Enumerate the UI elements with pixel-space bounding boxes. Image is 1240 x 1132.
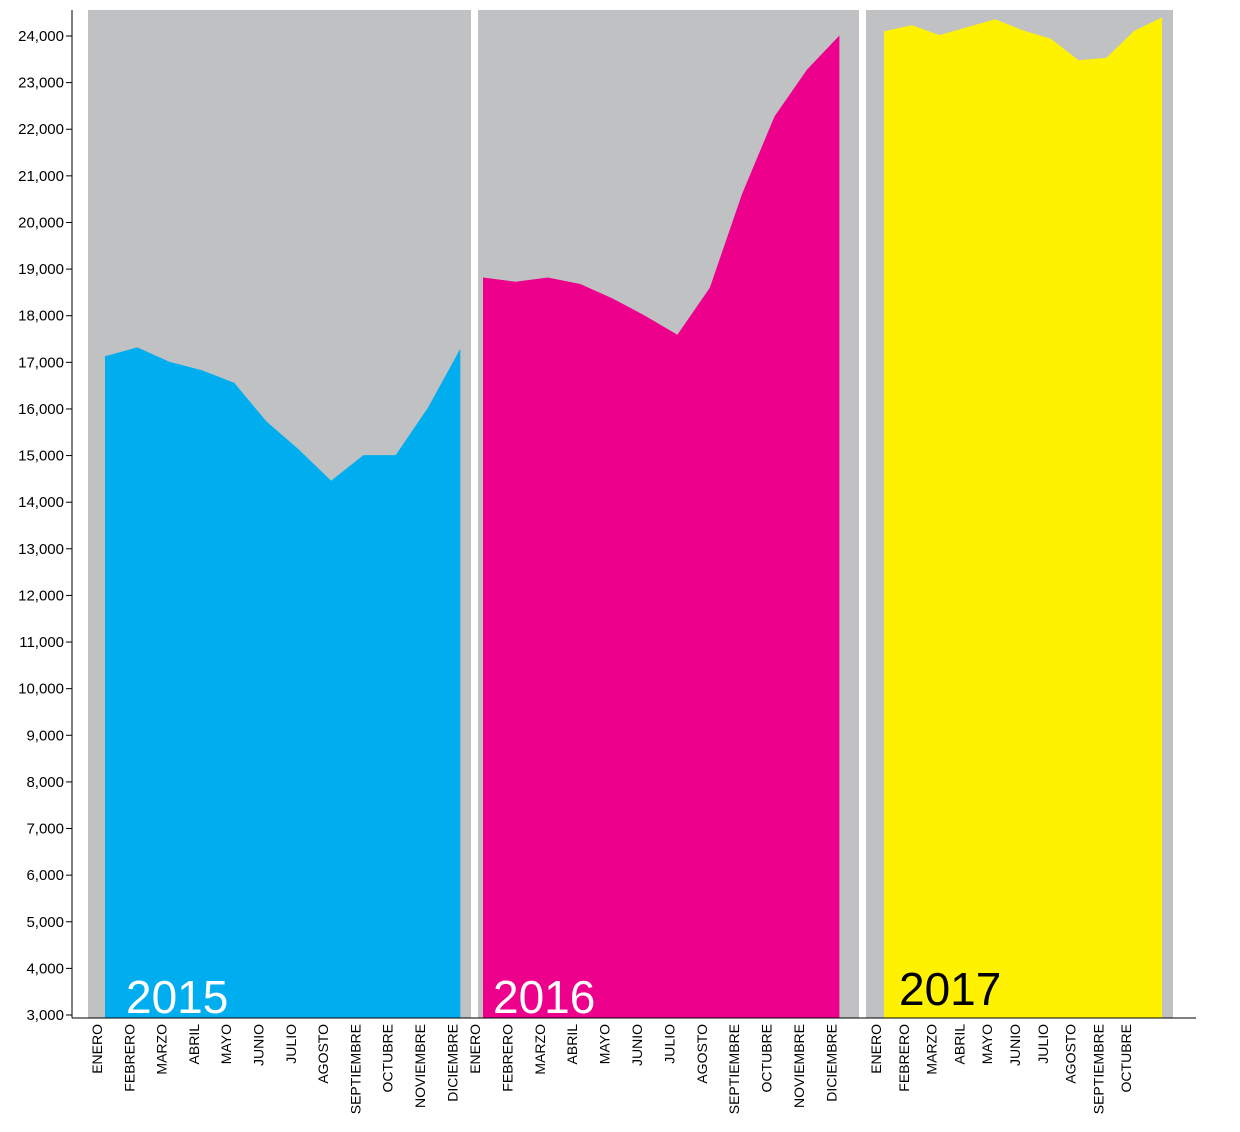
x-tick-label: MARZO xyxy=(924,1024,940,1075)
y-tick-label: 18,000 xyxy=(18,308,64,325)
year-label: 2015 xyxy=(126,971,228,1023)
x-tick-label: AGOSTO xyxy=(1063,1024,1079,1084)
x-tick-label: OCTUBRE xyxy=(759,1024,775,1092)
y-tick-label: 11,000 xyxy=(19,634,64,651)
x-tick-label: SEPTIEMBRE xyxy=(726,1024,742,1114)
y-tick-label: 3,000 xyxy=(26,1007,64,1024)
x-tick-label: MARZO xyxy=(532,1024,548,1075)
x-tick-label: FEBRERO xyxy=(499,1024,515,1092)
x-tick-label: FEBRERO xyxy=(121,1024,137,1092)
y-tick-label: 21,000 xyxy=(18,168,64,185)
x-tick-label: MAYO xyxy=(979,1024,995,1064)
x-tick-label: ABRIL xyxy=(951,1024,967,1065)
x-tick-label: SEPTIEMBRE xyxy=(347,1024,363,1114)
x-tick-label: JUNIO xyxy=(251,1024,267,1066)
x-tick-label: ABRIL xyxy=(186,1024,202,1065)
y-tick-label: 17,000 xyxy=(18,354,64,371)
y-tick-label: 14,000 xyxy=(18,494,64,511)
x-tick-label: ENERO xyxy=(89,1024,105,1074)
series-area-2017 xyxy=(884,17,1162,1018)
series-area-2015 xyxy=(105,347,461,1018)
x-tick-label: JULIO xyxy=(283,1024,299,1064)
x-tick-label: NOVIEMBRE xyxy=(412,1024,428,1108)
series-area-2016 xyxy=(483,35,840,1018)
x-tick-label: JULIO xyxy=(1035,1024,1051,1064)
y-tick-label: 23,000 xyxy=(18,75,64,92)
y-tick-label: 7,000 xyxy=(26,821,64,838)
x-tick-label: AGOSTO xyxy=(315,1024,331,1084)
x-axis: ENERO FEBRERO MARZO ABRIL MAYO JUNIO JULIO AGOS… xyxy=(72,1017,1196,1114)
x-tick-label: NOVIEMBRE xyxy=(791,1024,807,1108)
y-tick-label: 22,000 xyxy=(18,121,64,138)
x-tick-label: JULIO xyxy=(661,1024,677,1064)
x-tick-label: JUNIO xyxy=(629,1024,645,1066)
x-tick-label: DICIEMBRE xyxy=(823,1024,839,1102)
x-tick-label: SEPTIEMBRE xyxy=(1090,1024,1106,1114)
y-tick-label: 10,000 xyxy=(18,681,64,698)
x-tick-label: DICIEMBRE xyxy=(444,1024,460,1102)
y-tick-label: 24,000 xyxy=(18,28,64,45)
y-tick-label: 6,000 xyxy=(26,867,64,884)
y-tick-label: 20,000 xyxy=(18,214,64,231)
y-tick-label: 19,000 xyxy=(18,261,64,278)
x-tick-label: OCTUBRE xyxy=(1118,1024,1134,1092)
panel-2016: 2016 xyxy=(478,10,859,1023)
panel-2015: 2015 xyxy=(88,10,471,1023)
panel-2017: 2017 xyxy=(866,10,1173,1018)
y-tick-label: 15,000 xyxy=(18,448,64,465)
y-tick-label: 8,000 xyxy=(26,774,64,791)
x-tick-label: FEBRERO xyxy=(896,1024,912,1092)
x-tick-label: OCTUBRE xyxy=(380,1024,396,1092)
x-tick-label: ENERO xyxy=(467,1024,483,1074)
chart-panels: 2015 2016 2017 xyxy=(88,10,1173,1023)
x-tick-label: ABRIL xyxy=(564,1024,580,1065)
x-tick-label: MARZO xyxy=(154,1024,170,1075)
x-tick-label: JUNIO xyxy=(1007,1024,1023,1066)
x-tick-label: ENERO xyxy=(868,1024,884,1074)
y-tick-label: 5,000 xyxy=(26,914,64,931)
y-tick-label: 4,000 xyxy=(26,960,64,977)
year-label: 2016 xyxy=(493,971,595,1023)
x-tick-label: AGOSTO xyxy=(694,1024,710,1084)
y-tick-label: 16,000 xyxy=(18,401,64,418)
year-label: 2017 xyxy=(899,963,1001,1015)
x-tick-label: MAYO xyxy=(597,1024,613,1064)
y-axis: 3,000 4,000 5,000 6,000 7,000 8,000 9,000 10,00… xyxy=(18,10,73,1024)
y-tick-label: 9,000 xyxy=(26,727,64,744)
x-tick-label: MAYO xyxy=(218,1024,234,1064)
y-tick-label: 13,000 xyxy=(18,541,64,558)
y-tick-label: 12,000 xyxy=(18,587,64,604)
